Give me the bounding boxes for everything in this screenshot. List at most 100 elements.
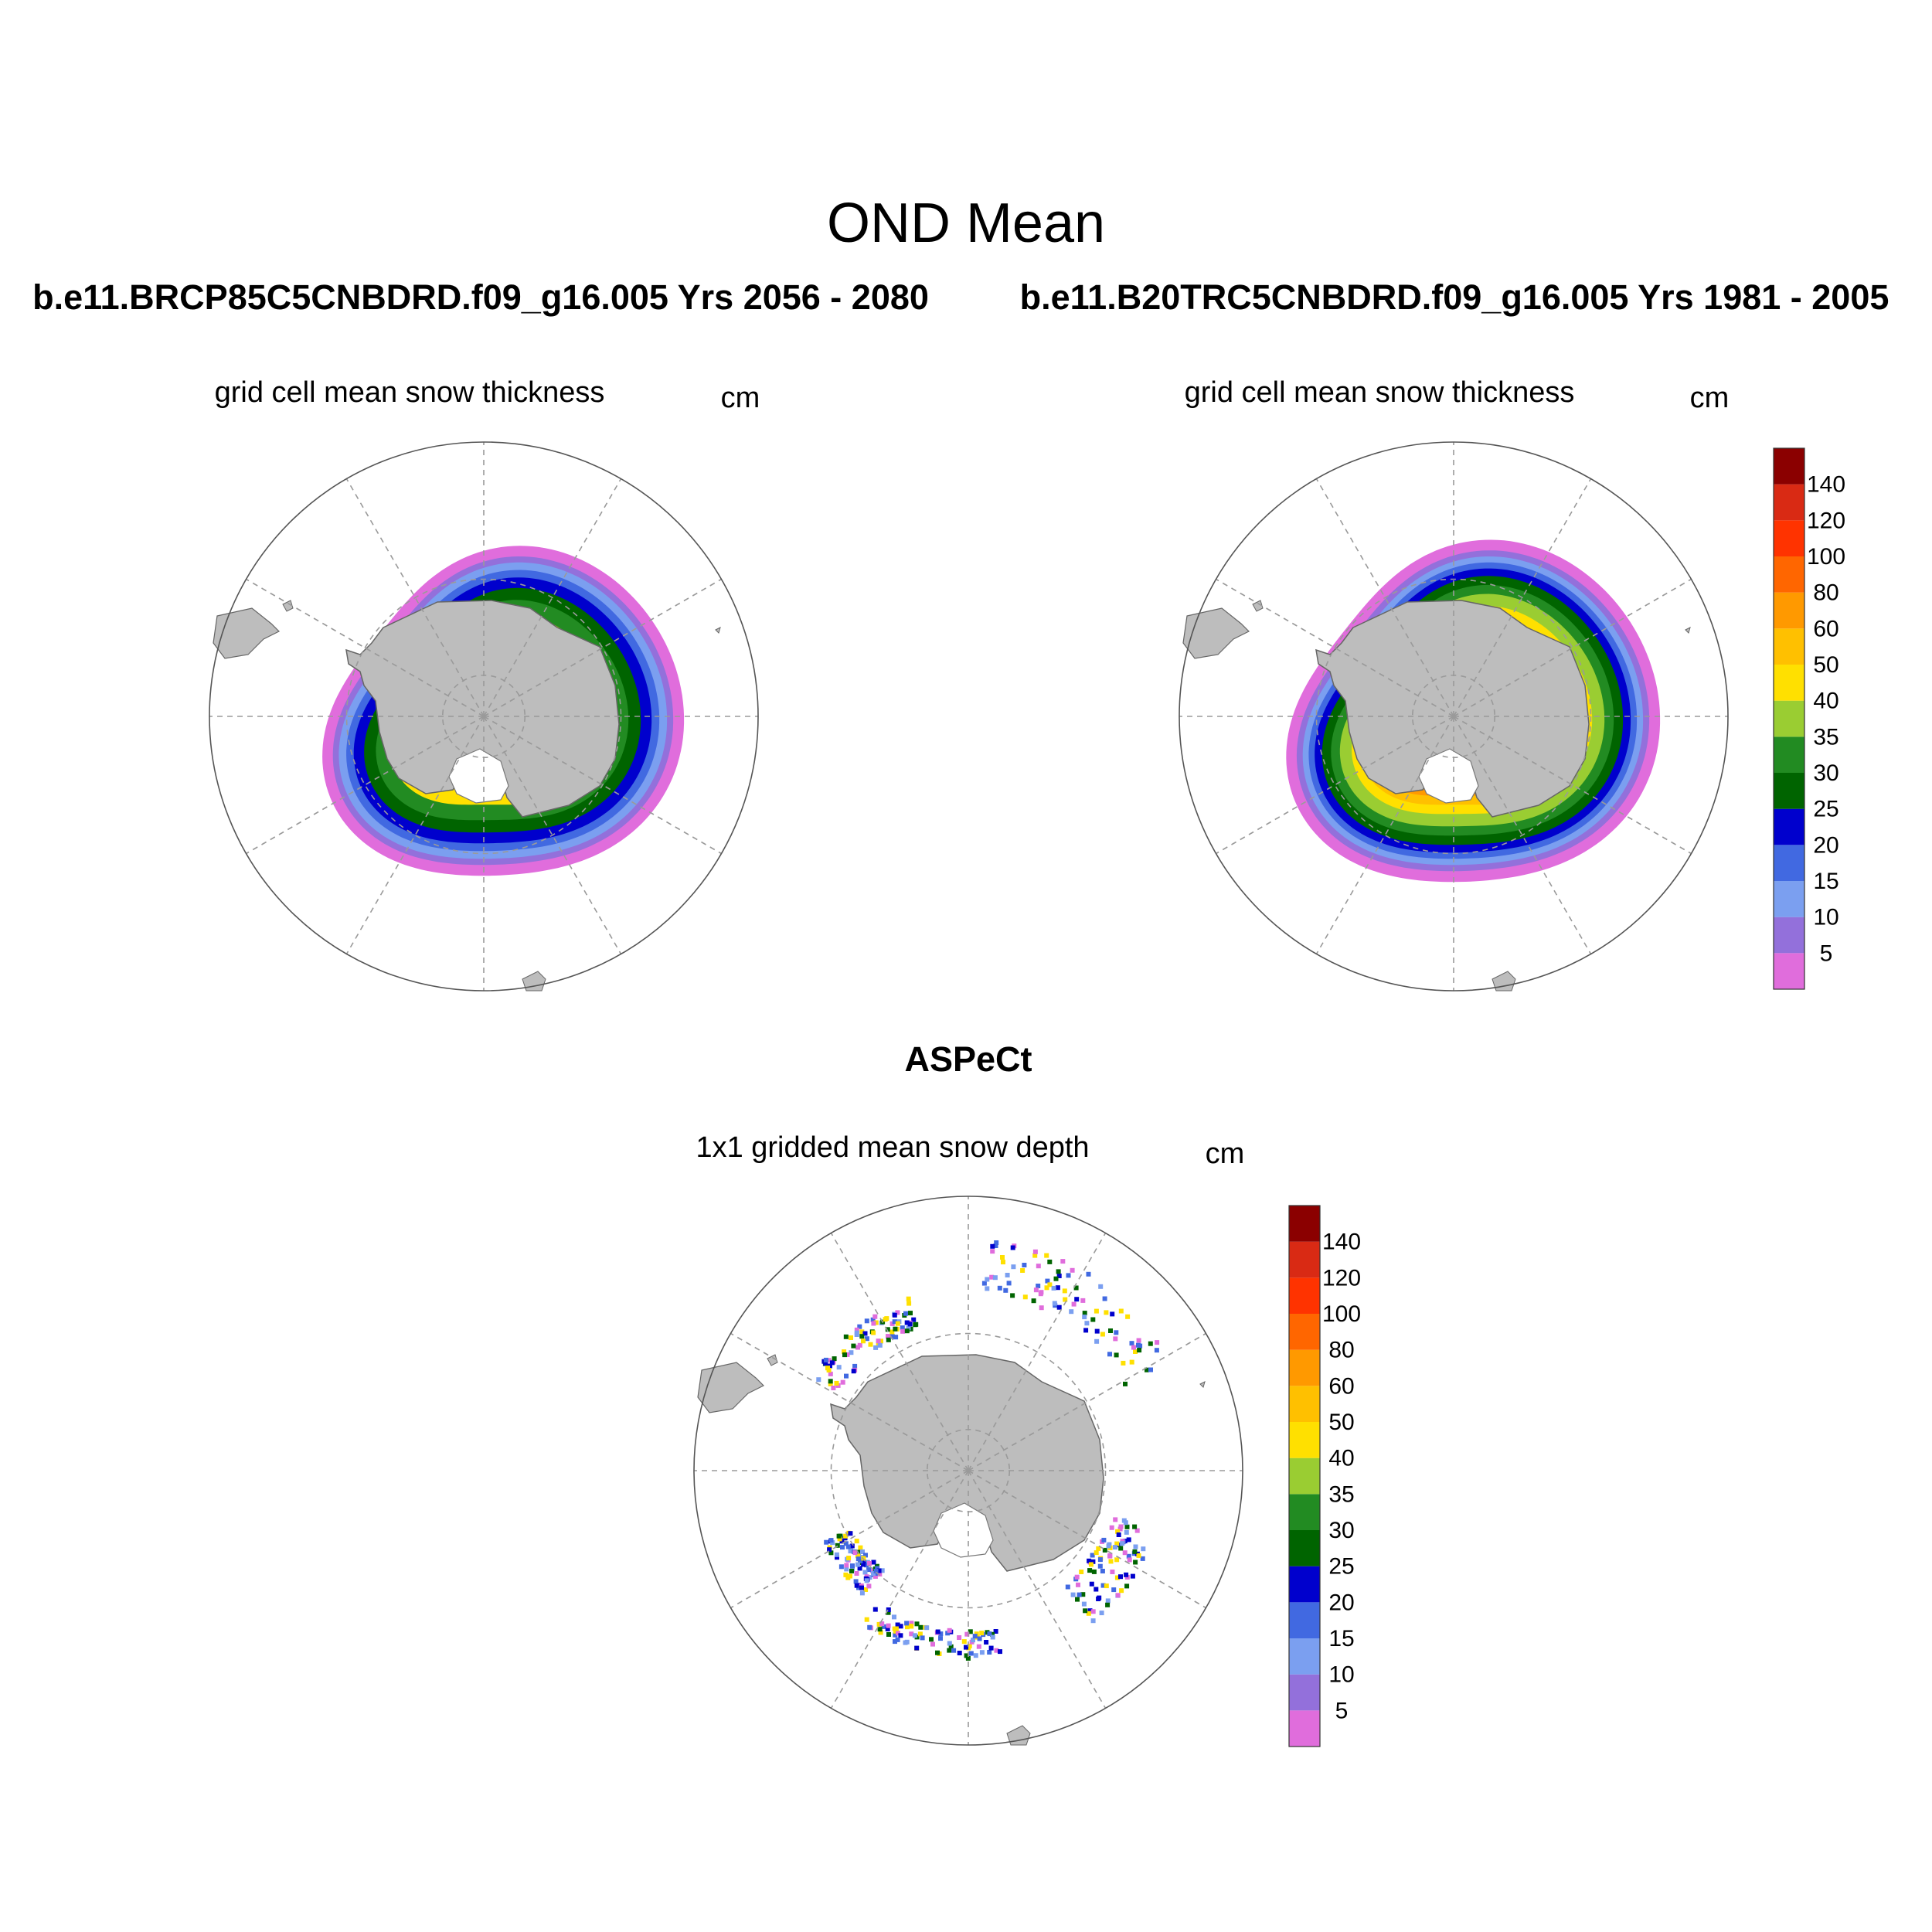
- observation-cell: [1089, 1581, 1094, 1587]
- colorbar-box: [1774, 881, 1804, 917]
- observation-cell: [1105, 1602, 1111, 1607]
- observation-cell: [1031, 1298, 1036, 1304]
- falkland-islands: [767, 1354, 778, 1366]
- observation-cell: [1038, 1291, 1043, 1297]
- observation-cell: [1056, 1304, 1062, 1310]
- main-title: OND Mean: [827, 192, 1105, 254]
- observation-cell: [965, 1655, 971, 1661]
- observation-cell: [1116, 1532, 1121, 1537]
- observation-cell: [1047, 1259, 1053, 1264]
- observation-cell: [864, 1318, 869, 1324]
- observation-cell: [879, 1621, 885, 1627]
- observation-cell: [859, 1334, 865, 1339]
- observation-cell: [1056, 1269, 1061, 1274]
- observation-cell: [1123, 1381, 1128, 1386]
- case-name-left: b.e11.BRCP85C5CNBDRD.f09_g16.005 Yrs 205…: [32, 277, 929, 317]
- kerguelen-island: [715, 627, 721, 634]
- colorbar-top: 5 10 15 20 25 30 35 40 50 60 80 100 120 140: [1773, 447, 1845, 990]
- observation-cell: [843, 1334, 849, 1339]
- observation-cell: [1100, 1569, 1105, 1573]
- colorbar-tick-label: 60: [1813, 616, 1838, 641]
- observation-cell: [854, 1539, 859, 1544]
- observation-cell: [872, 1314, 878, 1319]
- observation-cell: [826, 1368, 832, 1372]
- observation-cell: [896, 1631, 900, 1636]
- observation-cell: [1087, 1568, 1093, 1573]
- observation-cell: [871, 1560, 876, 1565]
- observation-cell: [857, 1342, 862, 1348]
- observation-cell: [843, 1572, 849, 1577]
- observation-cell: [920, 1635, 925, 1641]
- observation-cell: [929, 1637, 934, 1642]
- map-frame: [693, 1196, 1243, 1746]
- observation-cell: [859, 1329, 865, 1335]
- observation-cell: [854, 1327, 859, 1332]
- colorbar-tick-label: 40: [1328, 1446, 1354, 1471]
- south-america-tip: [697, 1362, 765, 1413]
- observation-cell: [912, 1633, 917, 1638]
- south-america-tip: [213, 607, 281, 659]
- observation-cell: [893, 1326, 898, 1332]
- observation-cell: [1096, 1546, 1101, 1551]
- observation-cell: [913, 1322, 918, 1328]
- colorbar-tick-label: 30: [1328, 1518, 1354, 1543]
- observation-cell: [1097, 1557, 1103, 1563]
- observation-cell: [1098, 1284, 1104, 1289]
- observation-cell: [828, 1379, 833, 1384]
- observation-cell: [1126, 1537, 1131, 1543]
- colorbar-tick-label: 100: [1322, 1301, 1361, 1327]
- observation-cell: [876, 1568, 882, 1573]
- observation-cell: [917, 1631, 923, 1637]
- observation-cell: [845, 1352, 850, 1357]
- observation-cell: [1083, 1328, 1089, 1333]
- colorbar-tick-label: 10: [1328, 1662, 1354, 1688]
- observation-cell: [898, 1624, 903, 1629]
- colorbar-box: [1774, 953, 1804, 989]
- observation-cell: [893, 1626, 899, 1631]
- observation-cell: [1133, 1349, 1138, 1354]
- observation-cell: [1094, 1308, 1099, 1314]
- observation-cell: [872, 1607, 878, 1612]
- observation-cell: [1087, 1558, 1092, 1563]
- observation-cell: [836, 1365, 842, 1370]
- observation-cell: [1110, 1570, 1115, 1574]
- kerguelen-island: [1199, 1381, 1206, 1388]
- observation-cell: [842, 1352, 847, 1358]
- observation-cell: [903, 1640, 908, 1645]
- observation-cell: [994, 1240, 999, 1245]
- observation-cell: [1124, 1572, 1129, 1577]
- colorbar-tick-label: 50: [1813, 652, 1838, 678]
- observation-cell: [968, 1651, 974, 1656]
- observation-cell: [886, 1610, 891, 1615]
- observation-cell: [892, 1614, 896, 1620]
- observation-cell: [947, 1648, 952, 1653]
- observation-cell: [1113, 1336, 1118, 1342]
- observation-cell: [1113, 1517, 1118, 1522]
- observation-cell: [909, 1631, 914, 1637]
- observation-cell: [886, 1334, 890, 1339]
- observation-cell: [861, 1562, 866, 1567]
- observation-cell: [1102, 1547, 1107, 1553]
- observation-cell: [824, 1539, 829, 1545]
- observation-cell: [828, 1371, 833, 1376]
- observation-cell: [840, 1545, 845, 1550]
- observation-cell: [855, 1556, 861, 1562]
- observation-cell: [906, 1301, 912, 1306]
- observation-cell: [990, 1249, 995, 1254]
- observation-cell: [889, 1334, 895, 1339]
- colorbar-box: [1289, 1241, 1320, 1278]
- case-name-right: b.e11.B20TRC5CNBDRD.f09_g16.005 Yrs 1981…: [1020, 277, 1889, 317]
- observation-cell: [829, 1360, 835, 1366]
- observation-cell: [1155, 1340, 1160, 1345]
- observation-cell: [981, 1281, 987, 1286]
- observation-cell: [1137, 1348, 1142, 1353]
- observation-cell: [848, 1547, 853, 1553]
- observation-cell: [914, 1645, 920, 1651]
- observation-cell: [849, 1543, 855, 1549]
- observation-cell: [976, 1644, 981, 1649]
- observation-cell: [1099, 1611, 1104, 1616]
- observation-cell: [906, 1296, 911, 1301]
- observation-cell: [836, 1533, 842, 1539]
- colorbar-tick-label: 80: [1813, 580, 1838, 606]
- colorbar-box: [1774, 736, 1804, 773]
